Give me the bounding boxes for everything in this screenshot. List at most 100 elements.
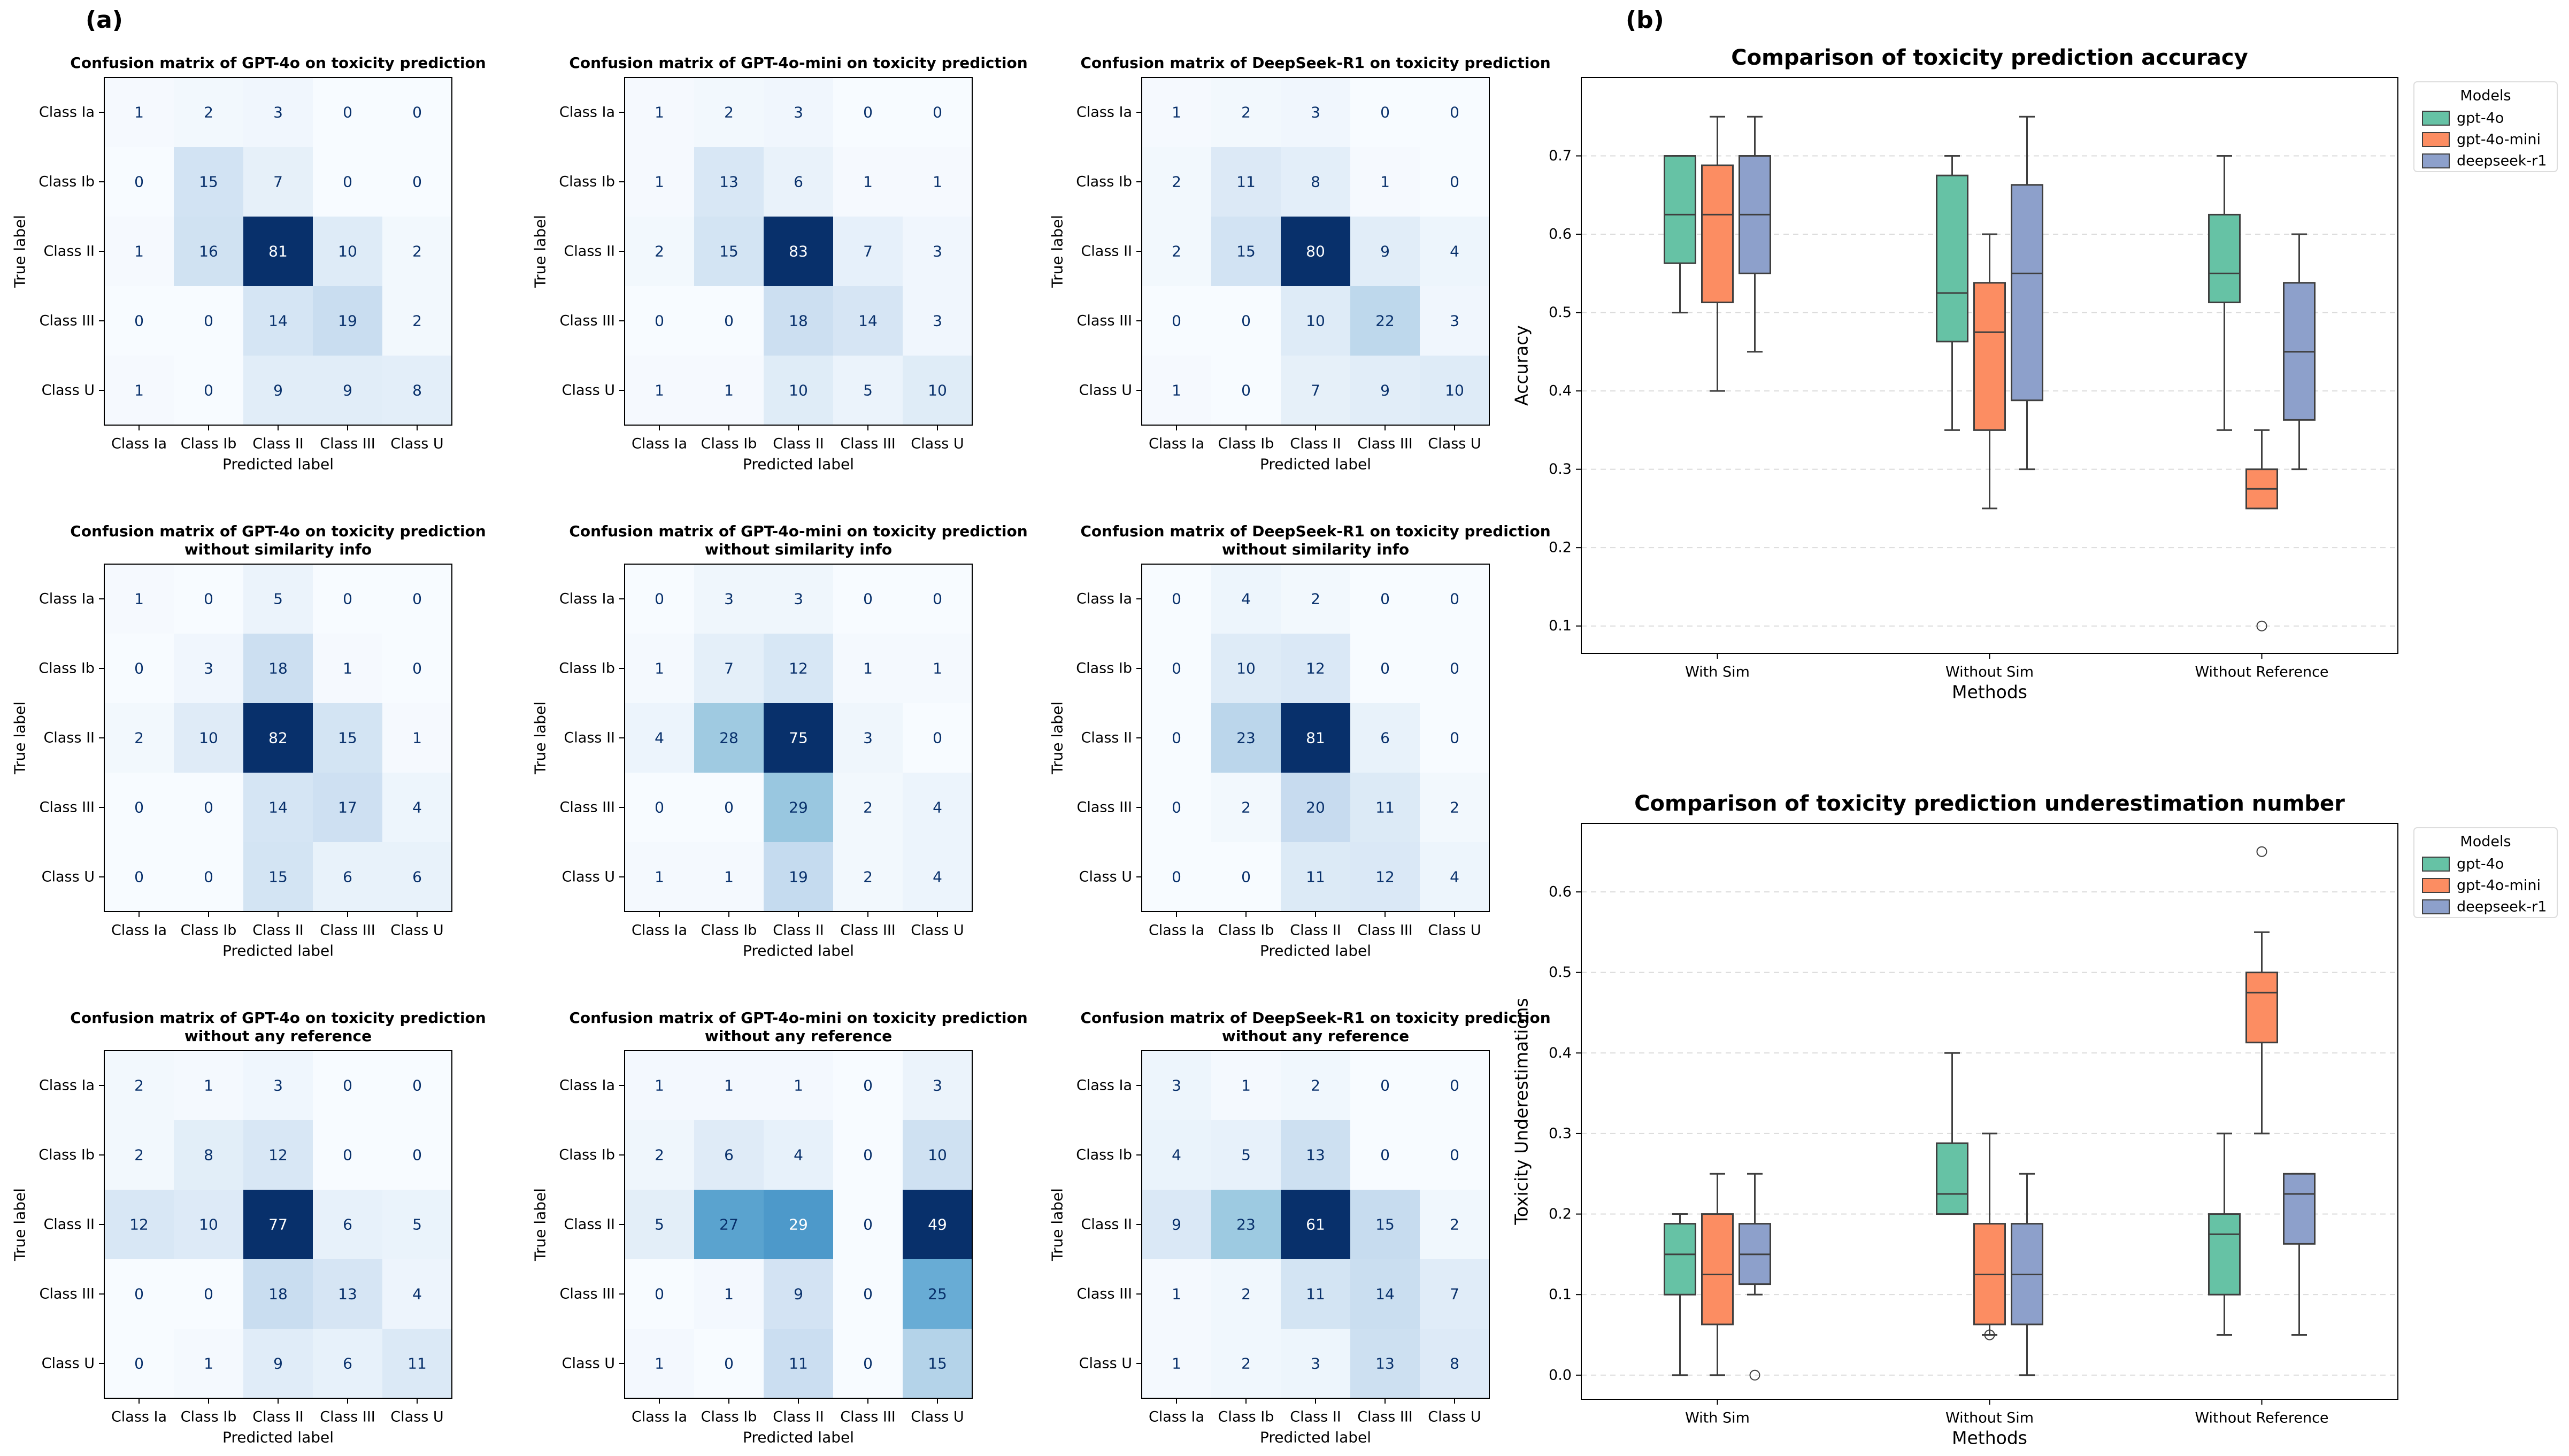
cm3-cell-r2c4 bbox=[1350, 147, 1420, 217]
cm4-cell-label-r1c4: 0 bbox=[343, 590, 352, 608]
cm9-ytick-label-1: Class Ia bbox=[1076, 1077, 1132, 1094]
cm2-cell-r3c4 bbox=[833, 217, 903, 286]
cm2-cell-r1c5 bbox=[903, 78, 972, 147]
cm2-cell-r2c1 bbox=[625, 147, 694, 217]
cm7-cell-r3c1 bbox=[104, 1190, 174, 1259]
cm1-cell-r2c2 bbox=[174, 147, 243, 217]
cm1-cell-label-r5c3: 9 bbox=[273, 382, 283, 399]
cm6-cell-r4c2 bbox=[1211, 773, 1281, 842]
cm6-xtick-label-4: Class III bbox=[1357, 922, 1413, 939]
cm3-cell-r4c1 bbox=[1142, 286, 1211, 356]
cm9-cell-label-r2c3: 13 bbox=[1306, 1146, 1325, 1164]
cm2-cell-label-r4c3: 18 bbox=[789, 312, 808, 330]
cm3-cell-label-r3c2: 15 bbox=[1236, 243, 1256, 260]
cm7-cell-r3c3 bbox=[243, 1190, 313, 1259]
cm7-ytick-label-2: Class Ib bbox=[39, 1147, 95, 1164]
box2-ytick-label-4: 0.3 bbox=[1549, 1125, 1572, 1142]
cm1-ytick-label-2: Class Ib bbox=[39, 174, 95, 190]
cm4-cell-r2c4 bbox=[313, 634, 382, 703]
cm9-cell-label-r2c1: 4 bbox=[1172, 1146, 1181, 1164]
cm7-ytick-label-4: Class III bbox=[39, 1286, 95, 1303]
cm2-cell-label-r4c1: 0 bbox=[655, 312, 664, 330]
cm4-xtick-label-1: Class Ia bbox=[111, 922, 167, 939]
cm9-cell-label-r5c1: 1 bbox=[1172, 1355, 1181, 1373]
cm7-cell-label-r1c3: 3 bbox=[273, 1077, 283, 1095]
cm9-cell-r3c2 bbox=[1211, 1190, 1281, 1259]
cm2-ylabel: True label bbox=[532, 215, 549, 288]
cm9-xlabel: Predicted label bbox=[1260, 1429, 1371, 1446]
cm2-cell-r4c5 bbox=[903, 286, 972, 356]
cm3-cell-label-r2c5: 0 bbox=[1450, 173, 1459, 191]
cm5-cell-r4c1 bbox=[625, 773, 694, 842]
cm9-cell-r2c5 bbox=[1420, 1120, 1489, 1190]
cm5-cell-label-r2c2: 7 bbox=[724, 660, 734, 677]
cm9-cell-label-r5c3: 3 bbox=[1311, 1355, 1320, 1373]
cm8-cell-label-r5c5: 15 bbox=[928, 1355, 947, 1373]
cm8-cell-label-r2c2: 6 bbox=[724, 1146, 734, 1164]
cm5-xtick-label-4: Class III bbox=[840, 922, 896, 939]
cm9-cell-r1c3 bbox=[1281, 1051, 1350, 1120]
box2-ytick-label-6: 0.5 bbox=[1549, 964, 1572, 981]
cm5-cell-r4c2 bbox=[694, 773, 764, 842]
cm1-xtick-label-4: Class III bbox=[320, 436, 375, 452]
cm8-cell-label-r4c3: 9 bbox=[794, 1285, 803, 1303]
cm4-cell-r1c1 bbox=[104, 564, 174, 634]
cm3-cell-r2c3 bbox=[1281, 147, 1350, 217]
cm2-xlabel: Predicted label bbox=[743, 456, 854, 473]
cm2-cell-r3c3 bbox=[764, 217, 833, 286]
cm3-cell-label-r2c4: 1 bbox=[1380, 173, 1390, 191]
cm1-cell-label-r1c4: 0 bbox=[343, 104, 352, 121]
cm3-cell-label-r5c2: 0 bbox=[1241, 382, 1251, 399]
cm9-cell-label-r3c5: 2 bbox=[1450, 1216, 1459, 1234]
cm4-cell-r5c5 bbox=[382, 842, 452, 912]
cm7-cell-label-r3c4: 6 bbox=[343, 1216, 352, 1234]
cm6-cell-r5c4 bbox=[1350, 842, 1420, 912]
cm4-cell-label-r3c4: 15 bbox=[338, 729, 357, 747]
cm2-cell-label-r2c2: 13 bbox=[719, 173, 739, 191]
cm1-cell-label-r2c3: 7 bbox=[273, 173, 283, 191]
cm6-cell-label-r1c1: 0 bbox=[1172, 590, 1181, 608]
cm4-ytick-label-3: Class II bbox=[43, 730, 95, 746]
cm6-cell-r1c3 bbox=[1281, 564, 1350, 634]
box1-ytick-label-2: 0.2 bbox=[1549, 540, 1572, 556]
cm9-cell-r2c1 bbox=[1142, 1120, 1211, 1190]
cm5-cell-label-r4c3: 29 bbox=[789, 799, 808, 816]
cm5-cell-r4c5 bbox=[903, 773, 972, 842]
cm3-cell-r4c2 bbox=[1211, 286, 1281, 356]
cm3-cell-r1c1 bbox=[1142, 78, 1211, 147]
cm6-xtick-label-5: Class U bbox=[1428, 922, 1481, 939]
cm3-xtick-label-1: Class Ia bbox=[1149, 436, 1204, 452]
cm2-cell-label-r2c3: 6 bbox=[794, 173, 803, 191]
cm4-cell-label-r5c3: 15 bbox=[268, 868, 288, 886]
cm9-cell-r3c1 bbox=[1142, 1190, 1211, 1259]
cm8-cell-label-r2c1: 2 bbox=[655, 1146, 664, 1164]
cm2-cell-label-r3c4: 7 bbox=[863, 243, 873, 260]
cm7-cell-r5c3 bbox=[243, 1329, 313, 1398]
cm2-cell-r5c5 bbox=[903, 356, 972, 425]
box2-ytick-label-5: 0.4 bbox=[1549, 1045, 1572, 1061]
cm5-cell-r5c2 bbox=[694, 842, 764, 912]
cm3-cell-r3c1 bbox=[1142, 217, 1211, 286]
cm9-cell-r1c5 bbox=[1420, 1051, 1489, 1120]
cm5-cell-label-r1c5: 0 bbox=[933, 590, 942, 608]
cm1-cell-r3c3 bbox=[243, 217, 313, 286]
cm3-cell-r1c2 bbox=[1211, 78, 1281, 147]
cm5-cell-label-r2c4: 1 bbox=[863, 660, 873, 677]
cm4-cell-r5c4 bbox=[313, 842, 382, 912]
cm4-cell-label-r2c2: 3 bbox=[204, 660, 213, 677]
cm3-ytick-label-5: Class U bbox=[1079, 382, 1132, 399]
cm2-xtick-label-5: Class U bbox=[911, 436, 964, 452]
cm2-cell-label-r2c1: 1 bbox=[655, 173, 664, 191]
cm8-xtick-label-1: Class Ia bbox=[632, 1409, 687, 1426]
cm1-cell-r1c5 bbox=[382, 78, 452, 147]
box1-xtick-label-1: With Sim bbox=[1685, 664, 1750, 681]
cm6-cell-r2c5 bbox=[1420, 634, 1489, 703]
cm7-ytick-label-1: Class Ia bbox=[39, 1077, 95, 1094]
box2-legend-label-deepseek-r1: deepseek-r1 bbox=[2457, 899, 2547, 915]
cm8-cell-label-r3c4: 0 bbox=[863, 1216, 873, 1234]
box1-gpt-4o-3-box bbox=[2208, 213, 2241, 304]
cm4-cell-label-r5c4: 6 bbox=[343, 868, 352, 886]
box2-legend-label-gpt-4o: gpt-4o bbox=[2457, 856, 2504, 873]
cm1-cell-label-r1c5: 0 bbox=[412, 104, 422, 121]
cm5-cell-label-r3c1: 4 bbox=[655, 729, 664, 747]
